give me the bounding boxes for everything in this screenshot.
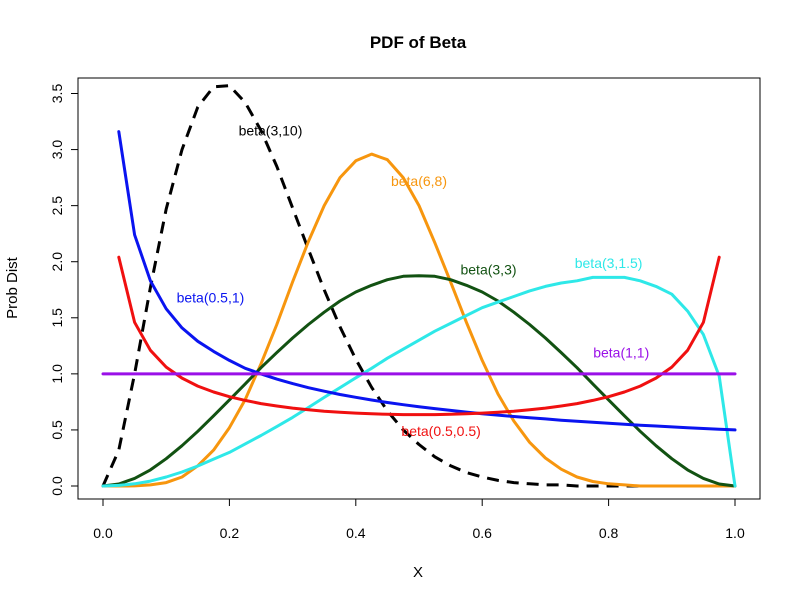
series-line bbox=[101, 152, 737, 488]
y-tick-label: 3.0 bbox=[49, 140, 65, 160]
series-label: beta(0.5,1) bbox=[177, 290, 245, 306]
y-tick-label: 1.5 bbox=[49, 308, 65, 328]
y-axis: 0.0 0.5 1.0 1.5 2.0 2.5 3.0 3.5 bbox=[49, 84, 79, 496]
y-tick-label: 0.0 bbox=[49, 476, 65, 496]
x-tick-label: 0.2 bbox=[220, 525, 240, 541]
series-line bbox=[117, 130, 737, 432]
x-tick-label: 0.0 bbox=[93, 525, 113, 541]
series-label-layer: beta(3,10) beta(6,8) beta(3,3) beta(3,1.5) b… bbox=[177, 123, 650, 440]
series-label: beta(6,8) bbox=[391, 173, 447, 189]
x-tick-label: 0.6 bbox=[472, 525, 492, 541]
series-label: beta(3,10) bbox=[239, 123, 303, 139]
y-tick-label: 2.5 bbox=[49, 196, 65, 216]
series-line bbox=[101, 274, 737, 488]
y-tick-label: 1.0 bbox=[49, 364, 65, 384]
series-label: beta(3,1.5) bbox=[575, 255, 643, 271]
x-axis: 0.0 0.2 0.4 0.6 0.8 1.0 bbox=[93, 498, 745, 541]
y-tick-label: 0.5 bbox=[49, 420, 65, 440]
series-line bbox=[117, 255, 721, 417]
y-axis-label: Prob Dist bbox=[4, 256, 21, 319]
y-tick-label: 2.0 bbox=[49, 252, 65, 272]
x-tick-label: 0.4 bbox=[346, 525, 366, 541]
y-tick-label: 3.5 bbox=[49, 84, 65, 104]
x-axis-label: X bbox=[413, 564, 423, 581]
series-label: beta(0.5,0.5) bbox=[401, 423, 480, 439]
series-layer bbox=[101, 84, 737, 488]
x-tick-label: 1.0 bbox=[725, 525, 745, 541]
series-label: beta(3,3) bbox=[460, 262, 516, 278]
series-label: beta(1,1) bbox=[593, 345, 649, 361]
series-line bbox=[101, 275, 737, 488]
x-tick-label: 0.8 bbox=[599, 525, 619, 541]
chart-title: PDF of Beta bbox=[370, 33, 467, 52]
